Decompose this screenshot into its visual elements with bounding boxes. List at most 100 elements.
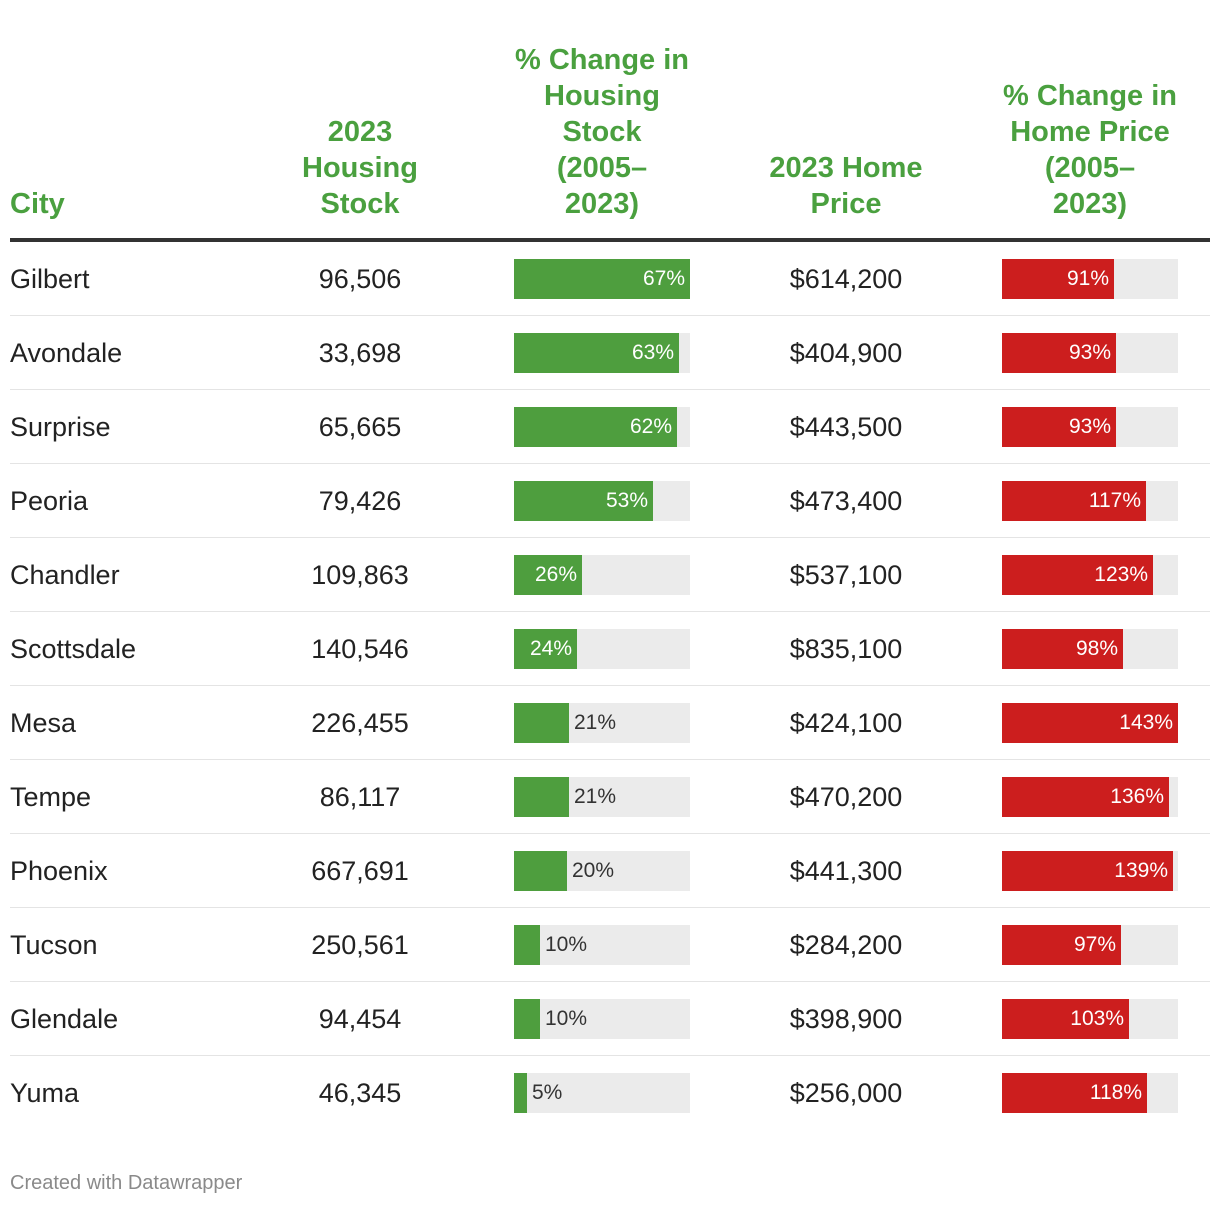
home-price-change-bar xyxy=(1002,629,1123,669)
table-row: Phoenix 667,691 20% $441,300 139% xyxy=(10,834,1210,908)
home-price-value: $470,200 xyxy=(789,782,903,812)
housing-stock-change-label: 20% xyxy=(572,859,615,882)
city-name: Mesa xyxy=(10,708,77,738)
housing-stock-change-label: 67% xyxy=(642,267,685,290)
home-price-value: $835,100 xyxy=(789,634,903,664)
housing-stock-change-bar xyxy=(514,481,653,521)
table-row: Yuma 46,345 5% $256,000 118% xyxy=(10,1056,1210,1130)
housing-stock-change-track: 10% xyxy=(514,999,690,1039)
header-city[interactable]: City xyxy=(10,186,210,222)
header-line: (2005– xyxy=(1044,152,1136,184)
city-name: Phoenix xyxy=(10,856,108,886)
header-line: % Change in xyxy=(1002,80,1177,112)
home-price-value: $614,200 xyxy=(789,264,903,294)
header-line: Housing xyxy=(302,152,418,184)
housing-stock-change-label: 21% xyxy=(574,711,617,734)
housing-stock-change-label: 26% xyxy=(534,563,577,586)
housing-stock-value: 96,506 xyxy=(318,264,402,294)
home-price-change-bar xyxy=(1002,925,1121,965)
housing-stock-value: 94,454 xyxy=(318,1004,402,1034)
home-price-change-label: 143% xyxy=(1119,711,1173,734)
table-row: Scottsdale 140,546 24% $835,100 98% xyxy=(10,612,1210,686)
header-line: 2023 Home xyxy=(769,152,923,184)
home-price-value: $424,100 xyxy=(789,708,903,738)
housing-stock-change-label: 53% xyxy=(605,489,648,512)
housing-stock-value: 140,546 xyxy=(311,634,409,664)
home-price-value: $284,200 xyxy=(789,930,903,960)
home-price-value: $443,500 xyxy=(789,412,903,442)
housing-stock-change-track: 67% xyxy=(514,259,690,299)
home-price-value: $441,300 xyxy=(789,856,903,886)
home-price-change-label: 136% xyxy=(1110,785,1164,808)
housing-stock-change-bar xyxy=(514,555,582,595)
home-price-change-bar xyxy=(1002,1073,1147,1113)
housing-stock-change-label: 63% xyxy=(631,341,674,364)
table-row: Peoria 79,426 53% $473,400 117% xyxy=(10,464,1210,538)
housing-stock-value: 226,455 xyxy=(311,708,409,738)
home-price-change-label: 93% xyxy=(1068,341,1111,364)
home-price-change-track: 93% xyxy=(1002,333,1178,373)
table-header: City 2023 Housing Stock % Change in Hous… xyxy=(10,0,1210,242)
header-housing-stock-change[interactable]: % Change in Housing Stock (2005– 2023) xyxy=(514,42,690,222)
home-price-change-bar xyxy=(1002,999,1129,1039)
home-price-change-bar xyxy=(1002,333,1116,373)
datawrapper-credit: Created with Datawrapper xyxy=(10,1172,243,1194)
housing-stock-change-bar xyxy=(514,999,540,1039)
home-price-change-label: 139% xyxy=(1114,859,1168,882)
home-price-change-bar xyxy=(1002,407,1116,447)
home-price-change-track: 139% xyxy=(1002,851,1178,891)
city-name: Surprise xyxy=(10,412,111,442)
header-home-price-change[interactable]: % Change in Home Price (2005– 2023) xyxy=(990,78,1190,222)
home-price-value: $404,900 xyxy=(789,338,903,368)
home-price-change-track: 136% xyxy=(1002,777,1178,817)
home-price-change-track: 91% xyxy=(1002,259,1178,299)
home-price-change-track: 118% xyxy=(1002,1073,1178,1113)
table-row: Gilbert 96,506 67% $614,200 91% xyxy=(10,242,1210,316)
home-price-change-track: 97% xyxy=(1002,925,1178,965)
home-price-change-track: 103% xyxy=(1002,999,1178,1039)
housing-stock-change-bar xyxy=(514,629,577,669)
housing-stock-value: 33,698 xyxy=(318,338,402,368)
home-price-change-track: 143% xyxy=(1002,703,1178,743)
housing-stock-value: 86,117 xyxy=(319,782,401,812)
home-price-change-bar xyxy=(1002,851,1173,891)
housing-stock-change-label: 10% xyxy=(545,1007,588,1030)
header-line: Home Price xyxy=(1010,116,1170,148)
housing-stock-change-track: 5% xyxy=(514,1073,690,1113)
housing-stock-value: 250,561 xyxy=(311,930,409,960)
home-price-change-label: 123% xyxy=(1094,563,1148,586)
housing-stock-change-track: 10% xyxy=(514,925,690,965)
city-name: Avondale xyxy=(10,338,123,368)
housing-stock-change-track: 62% xyxy=(514,407,690,447)
city-name: Glendale xyxy=(10,1004,119,1034)
data-table: City 2023 Housing Stock % Change in Hous… xyxy=(10,0,1210,1130)
housing-stock-change-track: 24% xyxy=(514,629,690,669)
header-line: % Change in xyxy=(514,44,689,76)
home-price-change-label: 118% xyxy=(1089,1081,1142,1104)
city-name: Peoria xyxy=(10,486,89,516)
housing-stock-change-track: 21% xyxy=(514,703,690,743)
home-price-change-track: 123% xyxy=(1002,555,1178,595)
home-price-change-track: 93% xyxy=(1002,407,1178,447)
header-housing-stock[interactable]: 2023 Housing Stock xyxy=(280,114,440,222)
home-price-change-label: 97% xyxy=(1073,933,1116,956)
header-home-price[interactable]: 2023 Home Price xyxy=(756,150,936,222)
housing-stock-change-bar xyxy=(514,1073,527,1113)
table-row: Avondale 33,698 63% $404,900 93% xyxy=(10,316,1210,390)
home-price-change-track: 117% xyxy=(1002,481,1178,521)
housing-stock-change-bar xyxy=(514,333,679,373)
header-line: 2023) xyxy=(564,188,640,220)
header-line: (2005– xyxy=(556,152,648,184)
housing-stock-change-bar xyxy=(514,925,540,965)
header-line: 2023 xyxy=(327,116,393,148)
city-name: Gilbert xyxy=(10,264,90,294)
home-price-change-bar xyxy=(1002,703,1178,743)
home-price-value: $398,900 xyxy=(789,1004,903,1034)
home-price-change-bar xyxy=(1002,481,1146,521)
housing-stock-value: 109,863 xyxy=(311,560,409,590)
home-price-value: $537,100 xyxy=(789,560,903,590)
home-price-change-track: 98% xyxy=(1002,629,1178,669)
housing-stock-change-track: 53% xyxy=(514,481,690,521)
housing-stock-change-track: 63% xyxy=(514,333,690,373)
housing-stock-change-label: 5% xyxy=(532,1081,563,1104)
